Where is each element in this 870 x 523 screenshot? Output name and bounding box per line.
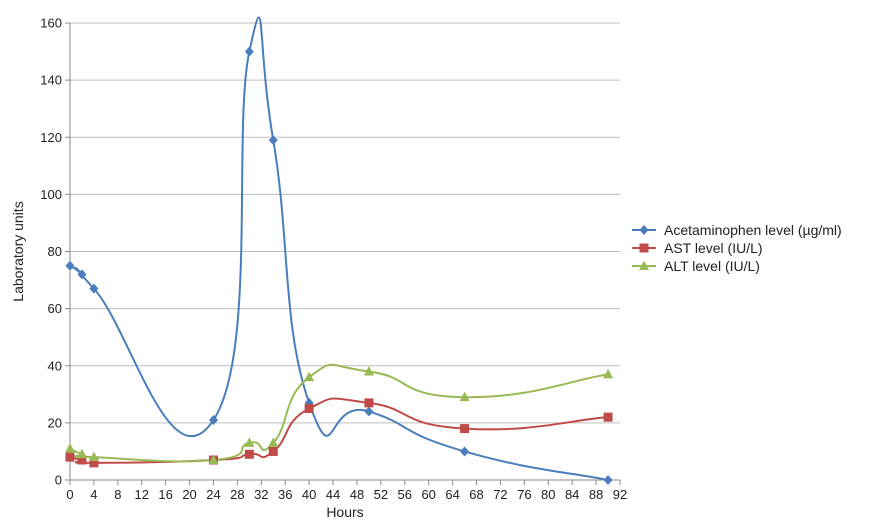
data-point bbox=[268, 437, 279, 447]
legend: Acetaminophen level (µg/ml) AST level (IU… bbox=[632, 222, 842, 274]
data-point bbox=[363, 365, 374, 376]
data-point bbox=[208, 415, 218, 426]
series-line-0 bbox=[69, 16, 609, 481]
x-axis-title: Hours bbox=[326, 504, 363, 520]
y-tick-label: 140 bbox=[40, 73, 62, 88]
data-point bbox=[65, 260, 75, 271]
x-tick-label: 72 bbox=[493, 487, 507, 502]
x-tick-label: 60 bbox=[421, 487, 435, 502]
data-point bbox=[76, 448, 87, 459]
x-tick-label: 80 bbox=[541, 487, 555, 502]
x-tick-label: 12 bbox=[135, 487, 149, 502]
y-tick-label: 0 bbox=[55, 473, 62, 488]
x-tick-label: 56 bbox=[398, 487, 412, 502]
series-line-2 bbox=[69, 363, 609, 463]
x-tick-label: 20 bbox=[182, 487, 196, 502]
y-tick-label: 40 bbox=[48, 358, 62, 373]
x-tick-label: 16 bbox=[158, 487, 172, 502]
data-point bbox=[364, 398, 374, 408]
data-point bbox=[460, 424, 470, 434]
x-tick-label: 44 bbox=[326, 487, 340, 502]
series-markers bbox=[65, 46, 614, 485]
data-point bbox=[244, 437, 255, 447]
y-tick-label: 120 bbox=[40, 130, 62, 145]
x-tick-label: 64 bbox=[445, 487, 459, 502]
y-tick-label: 20 bbox=[48, 415, 62, 430]
x-tick-label: 76 bbox=[517, 487, 531, 502]
data-point bbox=[208, 454, 219, 465]
data-point bbox=[244, 46, 254, 57]
x-tick-label: 8 bbox=[114, 487, 121, 502]
x-tick-label: 28 bbox=[230, 487, 244, 502]
x-tick-label: 68 bbox=[469, 487, 483, 502]
gridlines bbox=[70, 22, 620, 424]
series-line-1 bbox=[69, 397, 609, 464]
x-tick-label: 32 bbox=[254, 487, 268, 502]
data-point bbox=[77, 455, 87, 465]
y-tick-label: 80 bbox=[48, 244, 62, 259]
data-point bbox=[459, 391, 470, 402]
x-tick-label: 36 bbox=[278, 487, 292, 502]
data-point bbox=[460, 446, 470, 457]
legend-label: AST level (IU/L) bbox=[664, 240, 763, 256]
x-tick-labels: 0 4 8 12 16 20 24 28 32 36 40 44 48 52 56 60 64 68 72 76 80 8… bbox=[66, 487, 627, 502]
x-tick-label: 48 bbox=[350, 487, 364, 502]
x-tick-label: 84 bbox=[565, 487, 579, 502]
data-point bbox=[304, 404, 314, 414]
y-tick-label: 160 bbox=[40, 16, 62, 31]
legend-label: ALT level (IU/L) bbox=[664, 258, 760, 274]
x-tick-label: 52 bbox=[374, 487, 388, 502]
x-tick-label: 40 bbox=[302, 487, 316, 502]
data-point bbox=[268, 135, 278, 146]
data-point bbox=[304, 371, 315, 382]
y-tick-label: 100 bbox=[40, 187, 62, 202]
y-tick-labels: 0 20 40 60 80 100 120 140 160 bbox=[40, 16, 62, 488]
legend-marker bbox=[639, 260, 649, 270]
data-point bbox=[77, 269, 87, 280]
x-tick-label: 0 bbox=[66, 487, 73, 502]
data-point bbox=[88, 451, 99, 462]
x-tick-label: 24 bbox=[206, 487, 220, 502]
series-lines bbox=[69, 16, 609, 481]
data-point bbox=[603, 412, 613, 422]
data-point bbox=[603, 475, 613, 485]
axes bbox=[65, 22, 621, 485]
legend-marker bbox=[639, 243, 649, 253]
legend-label: Acetaminophen level (µg/ml) bbox=[664, 222, 842, 238]
data-point bbox=[89, 283, 99, 294]
data-point bbox=[65, 443, 75, 453]
y-axis-title: Laboratory units bbox=[10, 201, 26, 301]
data-point bbox=[603, 368, 614, 379]
data-point bbox=[268, 446, 278, 456]
legend-marker bbox=[639, 225, 649, 235]
data-point bbox=[244, 449, 254, 459]
x-tick-label: 88 bbox=[589, 487, 603, 502]
x-tick-label: 92 bbox=[613, 487, 627, 502]
data-point bbox=[364, 406, 374, 417]
y-tick-label: 60 bbox=[48, 301, 62, 316]
data-point bbox=[89, 458, 99, 468]
x-tick-label: 4 bbox=[90, 487, 97, 502]
data-point bbox=[65, 452, 75, 462]
